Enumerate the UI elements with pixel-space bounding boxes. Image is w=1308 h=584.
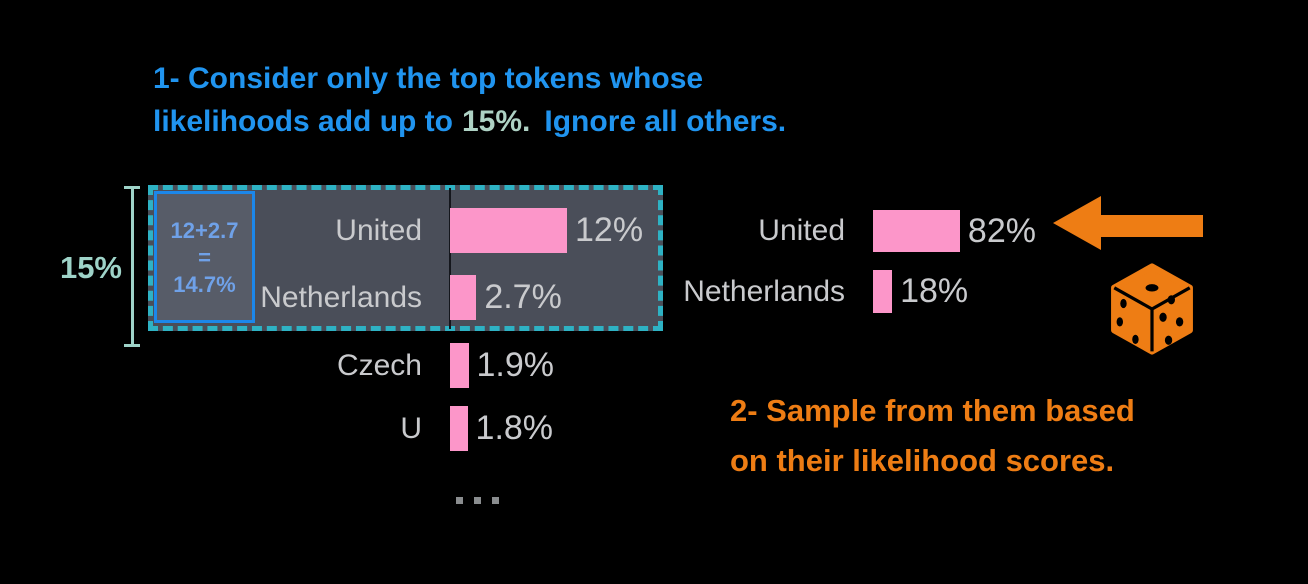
- step1-line2: likelihoods add up to 15%. Ignore all othe…: [153, 100, 786, 143]
- step1-threshold-highlight: 15%.: [462, 105, 531, 138]
- token-bar: [450, 406, 468, 451]
- token-label: Czech: [336, 348, 422, 382]
- step2-caption: 2- Sample from them based on their likel…: [730, 386, 1135, 486]
- step2-line1: 2- Sample from them based: [730, 393, 1135, 428]
- threshold-label: 15%: [59, 250, 122, 285]
- token-value: 1.9%: [476, 346, 555, 384]
- token-bar: [873, 270, 893, 313]
- left-arrow-icon: [1053, 196, 1203, 250]
- threshold-bracket-line: [131, 187, 134, 347]
- ellipsis-dot: [474, 497, 481, 504]
- token-label: Netherlands: [260, 280, 422, 314]
- ellipsis-icon: [456, 497, 499, 504]
- token-value: 2.7%: [484, 278, 562, 316]
- token-value: 1.8%: [475, 409, 554, 447]
- right-chart-row-united: United 82%: [600, 210, 1036, 252]
- cumulative-sum-box: 12+2.7 = 14.7%: [154, 191, 255, 323]
- left-chart-row-netherlands: Netherlands 2.7%: [120, 275, 562, 320]
- token-bar: [450, 275, 477, 320]
- left-chart-row-u: U 1.8%: [120, 406, 553, 451]
- left-chart-axis: [449, 188, 451, 329]
- token-label: United: [758, 214, 845, 247]
- token-bar: [450, 208, 567, 253]
- left-chart-row-czech: Czech 1.9%: [120, 343, 554, 388]
- threshold-bracket-bottom-cap: [124, 344, 140, 347]
- token-bar: [450, 343, 469, 388]
- token-value: 12%: [575, 211, 644, 249]
- right-chart-row-netherlands: Netherlands 18%: [600, 270, 968, 313]
- token-label: U: [400, 411, 422, 445]
- step1-line2-post: Ignore all others.: [544, 105, 787, 138]
- left-chart-row-united: United 12%: [120, 208, 643, 253]
- dice-icon: [1111, 263, 1193, 355]
- ellipsis-dot: [492, 497, 499, 504]
- token-label: United: [335, 213, 422, 247]
- token-value: 82%: [967, 211, 1036, 250]
- sum-expression: 12+2.7: [170, 217, 239, 243]
- token-bar: [873, 210, 960, 252]
- step2-line2: on their likelihood scores.: [730, 443, 1115, 478]
- sum-equals: =: [198, 244, 211, 270]
- token-label: Netherlands: [683, 274, 845, 308]
- step1-line1: 1- Consider only the top tokens whose: [153, 62, 704, 95]
- step1-line2-pre: likelihoods add up to: [153, 105, 453, 138]
- threshold-bracket-top-cap: [124, 186, 140, 189]
- token-value: 18%: [900, 272, 969, 310]
- sum-result: 14.7%: [173, 271, 236, 297]
- ellipsis-dot: [456, 497, 463, 504]
- step1-headline: 1- Consider only the top tokens whose li…: [153, 57, 786, 143]
